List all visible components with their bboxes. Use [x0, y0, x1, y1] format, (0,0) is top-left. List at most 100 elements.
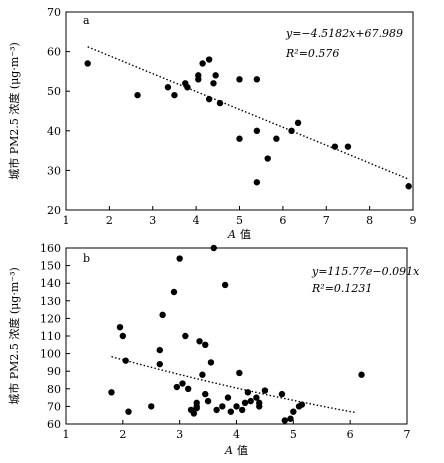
panel-a-y-tick-label: 50 [47, 85, 61, 98]
panel-b-regression-equation: y=115.77e−0.091x [311, 265, 420, 278]
panel-b-x-tick-label: 5 [290, 428, 297, 441]
panel-b-y-tick-label: 140 [40, 277, 61, 290]
panel-a-x-tick-label: 3 [149, 214, 156, 227]
panel-a-data-point [253, 127, 261, 134]
panel-b-data-point [159, 311, 166, 319]
panel-b-data-point [179, 380, 186, 387]
panel-a-data-point [273, 135, 280, 142]
panel-a-data-point [253, 179, 261, 186]
panel-a-x-tick-label: 2 [106, 214, 113, 227]
panel-b-y-tick-label: 160 [40, 242, 61, 255]
panel-b-data-point [170, 288, 178, 296]
panel-a-label: a [83, 14, 90, 27]
panel-a-data-point [164, 84, 172, 91]
panel-b-data-point [210, 244, 217, 252]
panel-a-scatter-chart: 1 2 3 4 5 6 7 8 9 20 30 40 50 60 70 a y=−4.5182x+67.989 R… [7, 6, 417, 241]
panel-b-data-point [298, 401, 306, 408]
panel-b-x-tick-label: 1 [63, 428, 70, 441]
panel-b-data-point [244, 389, 252, 396]
panel-a-regression-equation: y=−4.5182x+67.989 [285, 27, 403, 40]
panel-b-data-point [247, 397, 254, 405]
panel-b-data-point [199, 371, 206, 378]
panel-b-data-point [358, 371, 365, 378]
panel-b-data-point [207, 359, 215, 366]
panel-a-y-axis-title: 城市 PM2.5 浓度 (μg·m⁻³) [7, 42, 21, 180]
panel-b-r-squared: R²=0.1231 [311, 282, 372, 295]
panel-a-data-point [205, 56, 213, 63]
panel-a-plot-frame [65, 11, 414, 211]
panel-a-data-point [288, 127, 295, 134]
panel-b-y-tick-label: 60 [47, 418, 61, 431]
panel-b-data-point [176, 255, 183, 262]
panel-b-data-point [148, 403, 155, 410]
panel-a-data-point [253, 76, 261, 83]
panel-b-data-point [125, 408, 132, 415]
panel-a-data-point [264, 155, 271, 162]
panel-b-data-point [213, 406, 220, 414]
panel-b-data-point [261, 387, 269, 394]
panel-b-data-point [202, 390, 209, 398]
panel-b-y-tick-label: 120 [40, 312, 61, 325]
panel-b-data-point [108, 389, 115, 396]
panel-a-data-point [216, 99, 224, 107]
panel-b-x-axis-variable: A [224, 444, 233, 457]
panel-b-y-tick-label: 130 [40, 295, 61, 308]
panel-a-data-point [184, 84, 191, 91]
panel-a-data-point [294, 119, 302, 127]
panel-b-data-point [227, 408, 235, 415]
panel-b-data-point [290, 408, 297, 415]
panel-b-label: b [83, 252, 90, 265]
panel-a-data-point [171, 91, 178, 99]
panel-a-data-point [331, 143, 339, 150]
panel-b-data-point [241, 399, 249, 407]
panel-a-x-tick-label: 6 [279, 214, 286, 227]
panel-b-data-point [190, 410, 198, 417]
panel-a-y-tick-label: 70 [47, 6, 61, 19]
panel-b-data-point [224, 394, 232, 401]
panel-b-data-point [173, 383, 181, 391]
panel-b-x-axis-word: 值 [237, 444, 248, 457]
panel-b-data-point [278, 390, 286, 398]
panel-a-x-tick-label: 9 [410, 214, 417, 227]
panel-a-x-tick-label: 4 [193, 214, 200, 227]
panel-b-data-point [238, 406, 246, 414]
panel-b-data-point [193, 404, 200, 412]
panel-b-data-point [196, 338, 203, 345]
panel-a-x-tick-label: 8 [366, 214, 373, 227]
panel-a-y-tick-label: 40 [47, 125, 61, 138]
panel-b-data-point [253, 394, 260, 401]
panel-a-data-point [199, 60, 206, 67]
panel-b-y-tick-label: 80 [47, 383, 61, 396]
panel-a-data-point [205, 95, 213, 103]
panel-a-x-tick-label: 5 [236, 214, 243, 227]
panel-b-data-point [221, 281, 229, 289]
panel-b-data-point [287, 415, 294, 422]
panel-a-x-axis-variable: A [227, 228, 236, 241]
panel-b-data-point [281, 417, 289, 424]
panel-b-data-point [116, 324, 124, 331]
panel-b-data-point [202, 341, 209, 348]
panel-b-y-axis-title: 城市 PM2.5 浓度 (μg·m⁻³) [7, 267, 21, 405]
panel-a-r-squared: R²=0.576 [285, 47, 339, 60]
panel-a-x-tick-label: 1 [63, 214, 70, 227]
panel-b-y-tick-label: 110 [40, 330, 61, 343]
panel-b-y-tick-label: 70 [47, 400, 61, 413]
panel-b-data-point [236, 369, 243, 377]
panel-b-data-point [122, 357, 129, 364]
panel-a-trend-line [87, 46, 409, 180]
panel-a-data-point [134, 91, 141, 99]
panel-b-data-point [156, 346, 163, 354]
panel-a-data-point [195, 76, 202, 83]
panel-b-data-point [219, 403, 226, 410]
panel-b-data-point [182, 332, 189, 340]
panel-a-y-tick-label: 60 [47, 46, 61, 59]
panel-b-y-tick-label: 150 [40, 260, 61, 273]
panel-b-x-tick-label: 6 [347, 428, 354, 441]
panel-a-data-point [212, 72, 219, 79]
panel-a-data-point [236, 135, 243, 142]
panel-b-data-point [119, 332, 127, 340]
panel-a-data-point [84, 60, 91, 67]
panel-a-data-point [210, 80, 217, 87]
